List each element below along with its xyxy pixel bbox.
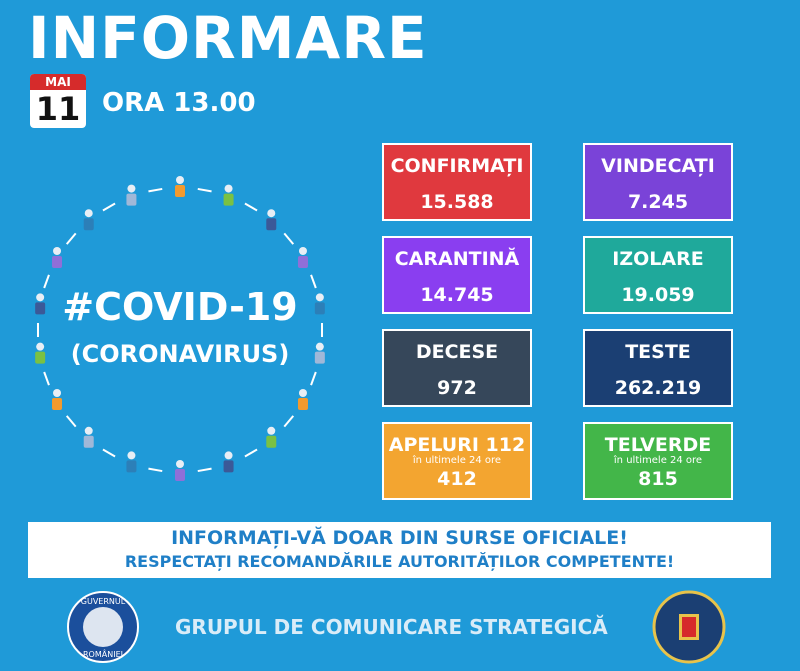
subtitle: (CORONAVIRUS) [71, 340, 290, 368]
person-icon [175, 176, 185, 197]
banner-line: RESPECTAȚI RECOMANDĂRILE AUTORITĂȚILOR C… [124, 552, 675, 571]
banner-line: INFORMAȚI-VĂ DOAR DIN SURSE OFICIALE! [171, 527, 628, 549]
card-value: 15.588 [420, 191, 494, 213]
footer-text: GRUPUL DE COMUNICARE STRATEGICĂ [175, 615, 608, 639]
person-icon [223, 184, 234, 206]
arrow [197, 187, 212, 193]
person-icon [297, 389, 308, 410]
card: VINDECAȚI 7.245 [583, 143, 733, 221]
person-icon [126, 451, 137, 473]
month: MAI [30, 74, 86, 90]
person-icon [52, 247, 63, 268]
seal-text: ROMÂNIEI [83, 648, 123, 659]
card-title: TELVERDE [604, 434, 712, 456]
card: TELVERDE în ultimele 24 ore 815 [583, 422, 733, 500]
ministry-seal [652, 590, 726, 664]
card: IZOLARE 19.059 [583, 236, 733, 314]
arrow [283, 232, 295, 245]
person-icon [266, 209, 277, 231]
person-icon [223, 451, 234, 473]
person-icon [314, 293, 325, 315]
seal-text: GUVERNUL [81, 597, 126, 606]
person-icon [35, 342, 46, 364]
arrow [43, 274, 50, 289]
arrow [65, 232, 77, 245]
card-value: 412 [437, 468, 477, 490]
arrow [283, 415, 295, 428]
card: TESTE 262.219 [583, 329, 733, 407]
card-value: 19.059 [621, 284, 695, 306]
day: 11 [35, 90, 81, 128]
person-icon [126, 184, 137, 206]
person-icon [52, 389, 63, 410]
card: CARANTINĂ 14.745 [382, 236, 532, 314]
arrow [102, 202, 116, 212]
card-value: 7.245 [627, 191, 689, 213]
people-ring: #COVID-19 (CORONAVIRUS) [35, 176, 325, 481]
card: DECESE 972 [382, 329, 532, 407]
person-icon [314, 342, 325, 364]
person-icon [297, 247, 308, 268]
arrow [43, 371, 50, 386]
card-title: APELURI 112 [388, 434, 526, 456]
card: APELURI 112 în ultimele 24 ore 412 [382, 422, 532, 500]
banner: INFORMAȚI-VĂ DOAR DIN SURSE OFICIALE! RE… [28, 522, 771, 578]
arrow [65, 415, 77, 428]
time: ORA 13.00 [102, 88, 256, 118]
card-title: VINDECAȚI [601, 155, 715, 177]
card-title: CONFIRMAȚI [390, 155, 524, 177]
government-seal: GUVERNUL ROMÂNIEI [67, 591, 139, 663]
hashtag: #COVID-19 [62, 285, 297, 329]
card-note: în ultimele 24 ore [613, 455, 703, 466]
card-value: 815 [638, 468, 678, 490]
arrow [244, 202, 258, 212]
arrow [102, 448, 116, 458]
arrow [148, 187, 163, 193]
card: CONFIRMAȚI 15.588 [382, 143, 532, 221]
title: INFORMARE [28, 4, 428, 72]
card-value: 14.745 [420, 284, 494, 306]
calendar: MAI 11 [30, 74, 86, 128]
card-title: IZOLARE [612, 248, 704, 270]
arrow [310, 371, 317, 386]
person-icon [266, 426, 277, 448]
person-icon [83, 209, 94, 231]
person-icon [35, 293, 46, 315]
person-icon [175, 460, 185, 481]
arrow [148, 467, 163, 473]
card-title: DECESE [415, 341, 499, 363]
card-title: TESTE [625, 341, 691, 363]
person-icon [83, 426, 94, 448]
card-value: 972 [437, 377, 477, 399]
card-note: în ultimele 24 ore [412, 455, 502, 466]
card-title: CARANTINĂ [394, 248, 520, 270]
arrow [310, 274, 317, 289]
arrow [244, 448, 258, 458]
card-value: 262.219 [614, 377, 702, 399]
arrow [197, 467, 212, 473]
